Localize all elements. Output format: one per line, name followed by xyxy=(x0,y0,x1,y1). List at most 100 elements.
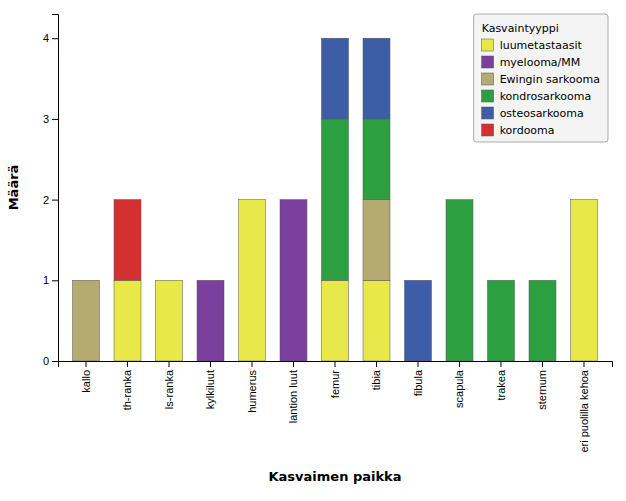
bar-segment xyxy=(197,280,224,281)
legend-label: kondrosarkooma xyxy=(500,90,592,103)
tick: 3 xyxy=(43,113,58,125)
bar-segment xyxy=(156,280,183,361)
tick-mark xyxy=(52,200,58,201)
bar-segment xyxy=(156,280,183,281)
series xyxy=(114,200,141,281)
tick-mark xyxy=(86,361,87,367)
legend-item: Ewingin sarkooma xyxy=(482,73,600,86)
legend-box xyxy=(474,14,608,142)
tick-mark xyxy=(252,361,253,367)
tick-mark xyxy=(459,361,460,367)
bar-segment xyxy=(571,199,598,200)
legend-title: Kasvaintyyppi xyxy=(482,22,559,35)
series xyxy=(114,200,597,361)
tick-label: 4 xyxy=(43,32,49,44)
bar-segment xyxy=(280,199,307,200)
bar-segment xyxy=(363,119,390,200)
series xyxy=(197,200,307,361)
tick-label: sternum xyxy=(536,370,548,410)
legend-item: luumetastaasit xyxy=(482,39,583,52)
bar-segment xyxy=(571,200,598,361)
bar-segment xyxy=(239,199,266,200)
tick-label: fibula xyxy=(412,369,424,396)
bar-segment xyxy=(239,200,266,361)
bar-segment xyxy=(280,199,307,200)
tick-label: lantion luut xyxy=(287,370,299,423)
bar-segment xyxy=(322,280,349,361)
tick: eri puolilla kehoa xyxy=(578,361,590,453)
tick-mark xyxy=(542,361,543,367)
bar-segment xyxy=(239,199,266,200)
tick-mark xyxy=(52,119,58,120)
legend-item: kondrosarkooma xyxy=(482,90,592,103)
bar-segment xyxy=(571,199,598,200)
tick-label: ls-ranka xyxy=(163,369,175,409)
tick-label: 0 xyxy=(43,355,49,367)
chart: 01234kalloth-rankals-rankakylkiluuthumer… xyxy=(0,0,626,501)
bar-segment xyxy=(363,280,390,361)
tick-mark xyxy=(127,361,128,367)
bar-segment xyxy=(197,280,224,281)
x-axis: kalloth-rankals-rankakylkiluuthumeruslan… xyxy=(59,361,613,453)
bar-segment xyxy=(446,199,473,200)
tick-label: th-ranka xyxy=(121,369,133,410)
bar-segment xyxy=(322,119,349,280)
bar-segment xyxy=(571,199,598,200)
tick: tibia xyxy=(370,361,382,390)
bar-segment xyxy=(529,280,556,281)
tick-label: 2 xyxy=(43,194,49,206)
bar-segment xyxy=(73,280,100,281)
tick-label: kylkiluut xyxy=(204,370,216,409)
tick: fibula xyxy=(412,361,424,396)
tick-mark xyxy=(52,280,58,281)
tick-label: scapula xyxy=(453,369,465,408)
legend-label: myelooma/MM xyxy=(500,56,581,69)
bar-segment xyxy=(446,200,473,361)
tick-label: eri puolilla kehoa xyxy=(578,369,590,452)
y-axis: 01234 xyxy=(43,15,59,368)
tick-label: trakea xyxy=(495,369,507,400)
tick: scapula xyxy=(453,361,465,408)
bar-segment xyxy=(488,280,515,281)
tick-mark xyxy=(293,361,294,367)
bar-segment xyxy=(114,280,141,361)
legend-label: osteosarkooma xyxy=(500,107,584,120)
bar-segment xyxy=(280,199,307,200)
bar-segment xyxy=(405,280,432,281)
tick: trakea xyxy=(495,361,507,401)
tick-mark xyxy=(500,361,501,367)
plot: 01234kalloth-rankals-rankakylkiluuthumer… xyxy=(6,14,613,484)
axis-line xyxy=(52,15,59,362)
bar-segment xyxy=(156,280,183,281)
bar-segment xyxy=(114,200,141,281)
bar-segment xyxy=(322,38,349,39)
legend-swatch xyxy=(482,56,494,68)
tick: 4 xyxy=(43,32,58,44)
legend-swatch xyxy=(482,107,494,119)
tick: ls-ranka xyxy=(163,361,175,409)
bar-segment xyxy=(156,280,183,281)
bar-segment xyxy=(363,38,390,39)
tick: th-ranka xyxy=(121,361,133,410)
tick-mark xyxy=(335,361,336,367)
tick-mark xyxy=(583,361,584,367)
bar-segment xyxy=(280,199,307,200)
tick: lantion luut xyxy=(287,361,299,423)
legend-item: myelooma/MM xyxy=(482,56,581,69)
bar-segment xyxy=(405,280,432,361)
tick-mark xyxy=(169,361,170,367)
legend-swatch xyxy=(482,90,494,102)
legend: Kasvaintyyppi luumetastaasit myelooma/MM Ew… xyxy=(474,14,608,142)
legend-label: Ewingin sarkooma xyxy=(500,73,600,86)
tick-label: 3 xyxy=(43,113,49,125)
tick: femur xyxy=(329,361,341,398)
axis-line xyxy=(59,362,613,368)
bar-segment xyxy=(156,280,183,281)
legend-item: osteosarkooma xyxy=(482,107,584,120)
bar-segment xyxy=(446,199,473,200)
tick-mark xyxy=(210,361,211,367)
tick-label: femur xyxy=(329,370,341,398)
legend-item: kordooma xyxy=(482,124,555,137)
bar-segment xyxy=(197,280,224,281)
bar-segment xyxy=(197,280,224,361)
